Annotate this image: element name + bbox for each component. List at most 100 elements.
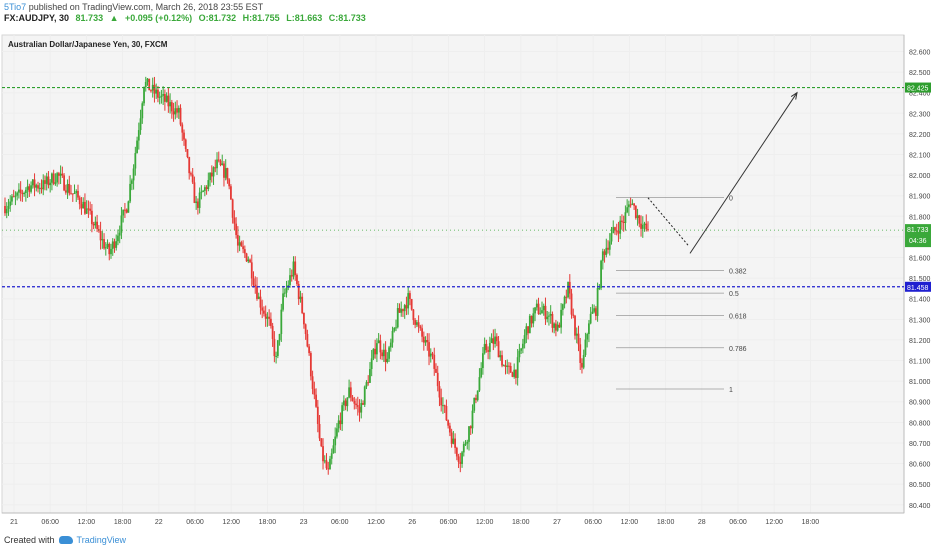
candle-body xyxy=(485,343,488,351)
candle-body xyxy=(243,249,246,254)
candle-body xyxy=(393,327,396,331)
candle-body xyxy=(146,78,149,82)
candle-body xyxy=(356,405,359,407)
y-tick-label: 81.400 xyxy=(909,297,931,304)
candle-body xyxy=(450,432,453,444)
candle-body xyxy=(42,180,45,190)
candle-body xyxy=(337,420,340,429)
candle-body xyxy=(515,369,517,378)
candle-body xyxy=(120,215,123,233)
up-arrow-icon: ▲ xyxy=(109,13,119,23)
candle-body xyxy=(129,183,132,202)
candle-body xyxy=(18,189,20,193)
candle-body xyxy=(332,445,335,454)
candle-body xyxy=(641,224,644,229)
candle-body xyxy=(306,333,309,347)
candle-body xyxy=(85,208,88,214)
candle-body xyxy=(290,275,293,277)
candle-body xyxy=(273,338,276,357)
candle-body xyxy=(415,322,418,325)
candle-body xyxy=(584,339,587,356)
candle-body xyxy=(346,397,349,407)
candle-body xyxy=(210,172,213,177)
candle-body xyxy=(438,386,441,398)
candle-body xyxy=(304,324,307,334)
candle-body xyxy=(228,179,231,187)
candle-body xyxy=(426,339,429,343)
candle-body xyxy=(23,192,26,195)
candle-body xyxy=(358,406,361,413)
candle-body xyxy=(342,400,345,406)
candle-body xyxy=(167,95,170,107)
candle-body xyxy=(553,323,556,328)
candle-body xyxy=(40,187,43,190)
candle-body xyxy=(466,441,469,444)
candle-body xyxy=(275,355,278,357)
candle-body xyxy=(541,310,543,314)
candle-body xyxy=(155,89,158,94)
last-price-tag xyxy=(905,224,931,248)
candle-body xyxy=(212,167,215,177)
candle-body xyxy=(188,157,191,174)
x-tick-label: 18:00 xyxy=(512,519,530,526)
candle-body xyxy=(174,108,177,115)
symbol-label[interactable]: FX:AUDJPY, 30 xyxy=(4,13,70,23)
y-tick-label: 82.000 xyxy=(909,173,931,180)
candle-body xyxy=(84,201,86,214)
candle-body xyxy=(624,212,627,224)
candle-body xyxy=(495,336,498,342)
candle-body xyxy=(242,246,244,250)
y-tick-label: 81.800 xyxy=(909,214,931,221)
candle-body xyxy=(527,326,529,334)
candle-body xyxy=(389,342,392,348)
candle-body xyxy=(631,203,634,205)
candle-body xyxy=(419,326,422,329)
candle-body xyxy=(19,189,22,193)
candle-body xyxy=(245,253,248,262)
candle-body xyxy=(643,223,646,225)
candle-body xyxy=(12,196,15,198)
y-tick-label: 82.300 xyxy=(909,111,931,118)
x-tick-label: 18:00 xyxy=(802,519,820,526)
candle-body xyxy=(257,296,260,299)
candle-body xyxy=(323,460,326,462)
support-price-tag xyxy=(905,281,931,292)
candle-body xyxy=(292,261,295,277)
candle-body xyxy=(400,309,403,313)
y-tick-label: 80.600 xyxy=(909,462,931,469)
candle-body xyxy=(249,259,251,263)
candle-body xyxy=(63,175,65,191)
candle-body xyxy=(238,242,241,246)
candle-body xyxy=(614,227,616,231)
footer: Created with TradingView xyxy=(4,535,126,545)
candle-body xyxy=(471,410,474,429)
candle-body xyxy=(52,173,55,184)
high-value: H:81.755 xyxy=(242,13,280,23)
candle-body xyxy=(250,262,253,279)
candle-body xyxy=(294,261,297,275)
candle-body xyxy=(21,192,24,195)
candle-body xyxy=(598,287,601,289)
candle-body xyxy=(219,160,222,166)
candle-body xyxy=(59,173,62,176)
candle-body xyxy=(582,355,585,368)
candle-body xyxy=(289,275,291,285)
candle-body xyxy=(443,405,446,407)
author-link[interactable]: 5Tio7 xyxy=(4,2,27,12)
candle-body xyxy=(363,386,366,405)
price-chart[interactable]: 82.600 82.500 82.400 82.300 82.200 82.100 82.0… xyxy=(0,29,932,529)
candle-body xyxy=(617,230,620,234)
candle-body xyxy=(9,201,12,206)
candle-body xyxy=(330,453,333,459)
candle-body xyxy=(224,168,227,178)
candle-body xyxy=(627,204,630,208)
candle-body xyxy=(353,400,356,404)
candle-body xyxy=(414,320,417,325)
candle-body xyxy=(57,173,60,176)
candle-body xyxy=(591,311,594,314)
candle-body xyxy=(183,132,185,140)
candle-body xyxy=(16,192,19,196)
candle-body xyxy=(360,403,363,413)
tradingview-link[interactable]: TradingView xyxy=(76,535,127,545)
candle-body xyxy=(217,159,220,161)
